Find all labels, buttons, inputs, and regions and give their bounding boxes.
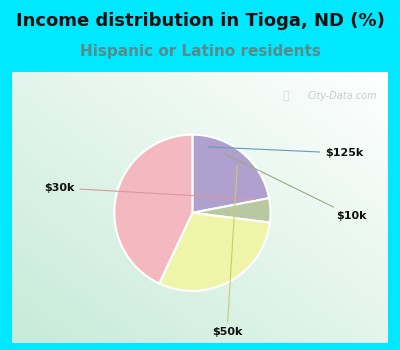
Text: Hispanic or Latino residents: Hispanic or Latino residents: [80, 44, 320, 59]
Text: $30k: $30k: [44, 183, 256, 199]
Wedge shape: [192, 135, 269, 213]
Text: $10k: $10k: [223, 153, 367, 221]
Text: ⌖: ⌖: [283, 91, 289, 101]
Text: $125k: $125k: [208, 147, 364, 158]
Wedge shape: [159, 213, 270, 291]
Wedge shape: [192, 198, 270, 223]
Text: City-Data.com: City-Data.com: [307, 91, 377, 101]
Text: $50k: $50k: [212, 166, 242, 337]
Wedge shape: [114, 135, 192, 284]
Text: Income distribution in Tioga, ND (%): Income distribution in Tioga, ND (%): [16, 12, 384, 30]
